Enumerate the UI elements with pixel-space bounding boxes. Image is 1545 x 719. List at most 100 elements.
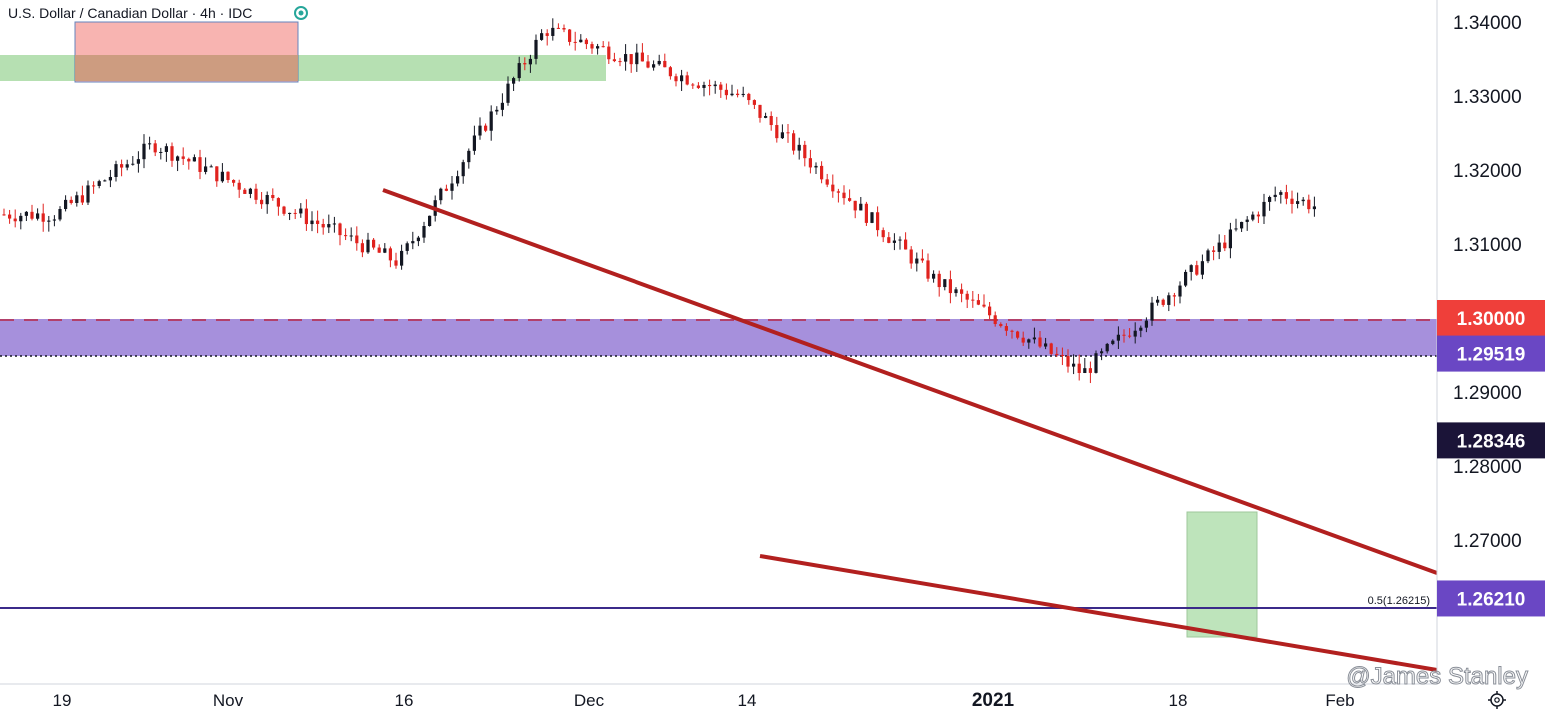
candle-bear [271,194,275,199]
candle-bear [120,164,124,168]
candle-bull [892,240,896,243]
candle-bull [265,194,269,205]
candle-bull [1217,242,1221,252]
candle-bull [176,156,180,161]
candle-bull [332,223,336,225]
candle-bear [848,198,852,201]
candle-bull [932,273,936,279]
candle-bear [937,273,941,288]
candle-bull [248,188,252,194]
candle-bear [8,214,12,219]
candle-bull [103,180,107,182]
candle-bear [668,67,672,77]
candle-bear [1256,214,1260,217]
candle-bull [58,209,62,220]
candle-bear [1088,368,1092,373]
candle-bull [97,181,101,186]
candle-bear [30,211,34,219]
candle-bear [993,315,997,325]
y-tick-label: 1.27000 [1453,531,1522,552]
candle-bear [881,230,885,238]
candle-bear [960,289,964,294]
candle-bear [948,279,952,294]
candle-bull [1044,343,1048,347]
candle-bear [254,188,258,200]
candle-bull [1279,192,1283,195]
candle-bull [1133,330,1137,337]
x-tick-label: 14 [738,691,757,710]
candle-bull [159,151,163,153]
candlestick-series [2,18,1316,384]
gear-icon[interactable] [1488,691,1506,709]
candle-bear [1161,299,1165,305]
candle-bull [366,239,370,253]
y-tick-label: 1.29000 [1453,383,1522,404]
candle-bear [388,248,392,261]
candle-bull [1189,265,1193,272]
candle-bear [1212,250,1216,252]
candle-bear [282,206,286,214]
candle-bull [1156,299,1160,303]
candle-bull [596,46,600,49]
candle-bull [24,211,28,216]
candle-bear [1016,331,1020,338]
candle-bull [1268,197,1272,202]
candle-bear [825,179,829,185]
y-tick-label: 1.34000 [1453,13,1522,34]
candle-bear [853,200,857,211]
candle-bear [792,133,796,151]
candle-bear [338,223,342,236]
candle-bull [349,235,353,237]
candle-bull [657,60,661,65]
candle-bull [764,116,768,118]
candle-bear [820,165,824,180]
y-tick-label: 1.32000 [1453,161,1522,182]
candle-bear [187,158,191,162]
candle-bear [691,84,695,86]
candle-bear [394,260,398,266]
candle-bear [842,192,846,199]
candle-bull [512,78,516,84]
candle-bull [86,185,90,203]
candle-bull [1296,201,1300,204]
candle-bull [1083,368,1087,373]
x-tick-label: 18 [1169,691,1188,710]
candle-bear [1223,242,1227,249]
candle-bull [52,219,56,221]
candle-bull [517,63,521,79]
candle-bear [1290,198,1294,204]
candle-bull [1251,214,1255,220]
candle-bull [624,54,628,62]
candle-bull [142,143,146,160]
candle-bull [1150,302,1154,321]
candle-bear [215,166,219,182]
candle-bull [478,125,482,136]
candle-bull [19,215,23,222]
candle-bull [506,83,510,103]
candle-bear [80,195,84,203]
fib-level-label: 0.5(1.26215) [1368,595,1430,607]
candle-bear [2,214,6,216]
candle-bull [540,33,544,40]
candle-bear [372,239,376,248]
candle-bull [428,215,432,227]
candle-bull [954,289,958,294]
candle-bull [1139,327,1143,331]
candle-bear [1004,326,1008,331]
candle-bull [209,166,213,168]
candle-bull [192,157,196,162]
candle-bull [1273,194,1277,198]
candle-bull [47,220,51,222]
candle-bear [618,61,622,63]
candle-bull [1301,199,1305,202]
candle-bear [663,60,667,68]
price-tag-label: 1.29519 [1457,345,1526,366]
market-status-dot [298,10,304,16]
candle-bear [556,27,560,29]
candle-bear [377,247,381,253]
price-axis[interactable]: 1.34000 1.33000 1.32000 1.31000 1.29000 1.280… [1453,13,1522,552]
candle-bear [69,199,73,203]
time-axis[interactable]: 19 Nov 16 Dec 14 2021 18 Feb [53,690,1355,711]
candle-bear [1307,199,1311,210]
